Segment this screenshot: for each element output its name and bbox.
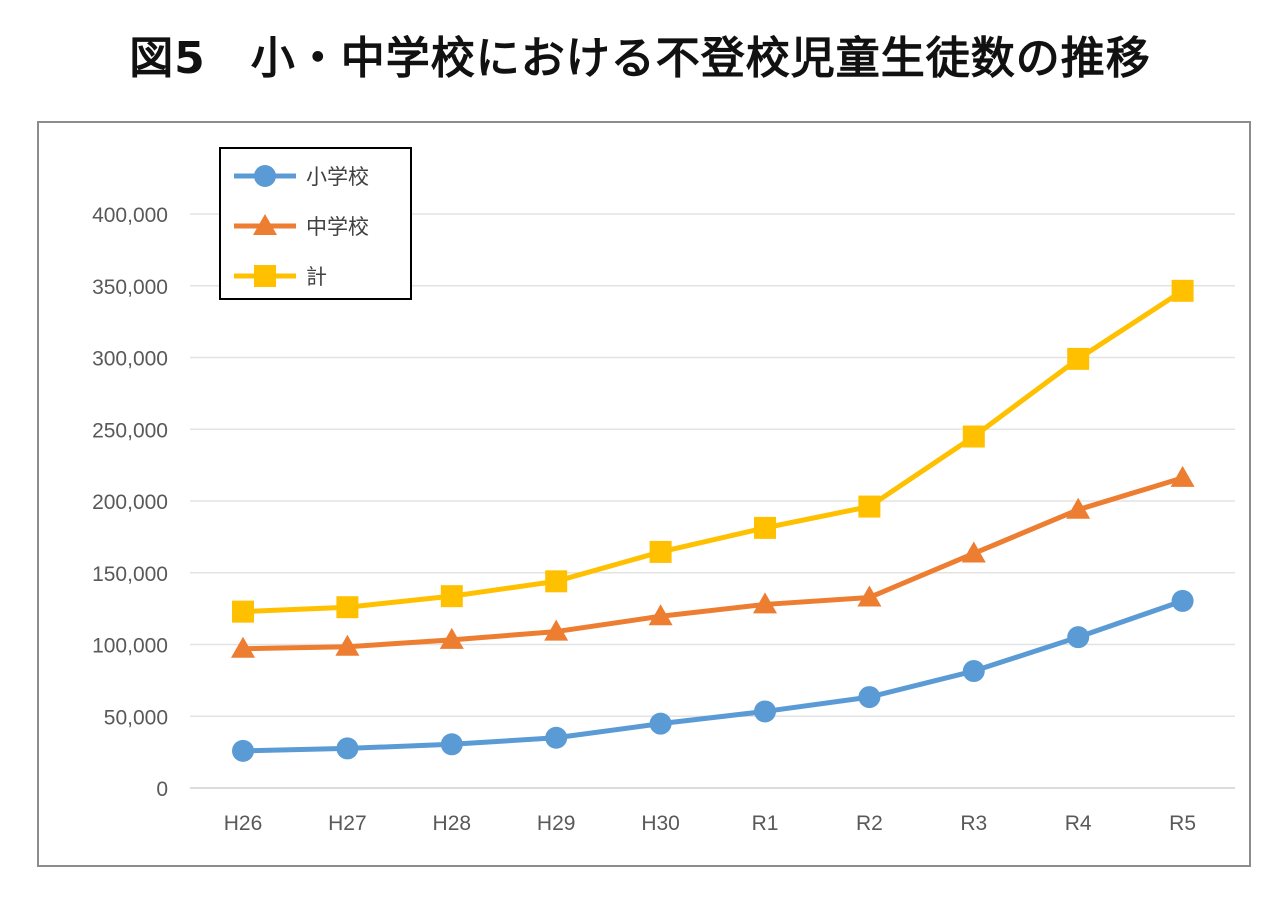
- data-point: [440, 585, 463, 608]
- data-point: [1170, 465, 1195, 487]
- y-tick-label: 350,000: [92, 276, 168, 299]
- y-tick-label: 250,000: [92, 419, 168, 442]
- data-point: [753, 592, 777, 614]
- x-tick-label: H29: [537, 812, 576, 835]
- data-point: [1067, 626, 1090, 649]
- legend-label: 中学校: [306, 215, 369, 239]
- x-tick-label: R3: [960, 812, 987, 835]
- data-point: [439, 627, 464, 649]
- legend-marker: [254, 165, 276, 187]
- series-triangle: [231, 465, 1195, 658]
- y-tick-label: 100,000: [92, 635, 168, 658]
- y-tick-label: 0: [156, 778, 168, 801]
- data-point: [336, 737, 359, 760]
- data-point: [754, 700, 776, 723]
- y-tick-label: 300,000: [92, 348, 168, 371]
- x-tick-label: H30: [641, 812, 680, 835]
- data-point: [648, 604, 673, 626]
- data-point: [545, 726, 568, 749]
- x-tick-label: R1: [752, 812, 779, 835]
- series-circle: [232, 589, 1194, 762]
- data-point: [857, 585, 882, 607]
- data-point: [858, 686, 881, 709]
- legend-label: 小学校: [306, 165, 369, 189]
- legend-marker: [254, 265, 276, 287]
- data-point: [544, 619, 569, 641]
- y-tick-label: 50,000: [104, 706, 168, 729]
- data-point: [649, 712, 672, 735]
- data-point: [1066, 497, 1091, 519]
- y-tick-label: 400,000: [92, 204, 168, 227]
- data-point: [231, 636, 255, 658]
- legend-label: 計: [306, 265, 327, 289]
- x-tick-label: R2: [856, 812, 883, 835]
- series-line: [242, 598, 1184, 754]
- data-point: [545, 570, 568, 593]
- chart-title: 図5 小・中学校における不登校児童生徒数の推移: [129, 33, 1151, 84]
- data-point: [962, 660, 985, 683]
- x-tick-label: R4: [1065, 812, 1092, 835]
- data-point: [754, 516, 776, 539]
- data-point: [858, 495, 881, 518]
- legend-marker: [253, 214, 277, 235]
- x-tick-label: H26: [224, 812, 263, 835]
- x-tick-label: H28: [433, 812, 472, 835]
- data-point: [1171, 589, 1194, 612]
- data-point: [962, 425, 985, 448]
- y-tick-label: 200,000: [92, 491, 168, 514]
- data-point: [335, 634, 360, 656]
- data-point: [1171, 279, 1194, 302]
- data-point: [1067, 347, 1090, 370]
- y-tick-label: 150,000: [92, 563, 168, 586]
- series-line: [242, 288, 1184, 615]
- data-point: [649, 540, 672, 563]
- data-point: [232, 600, 254, 623]
- x-tick-label: R5: [1169, 812, 1196, 835]
- series-line: [242, 475, 1184, 652]
- data-point: [336, 596, 359, 619]
- data-point: [232, 739, 254, 762]
- x-tick-label: H27: [328, 812, 367, 835]
- series-square: [232, 279, 1194, 623]
- data-point: [440, 733, 463, 756]
- data-point: [961, 541, 986, 563]
